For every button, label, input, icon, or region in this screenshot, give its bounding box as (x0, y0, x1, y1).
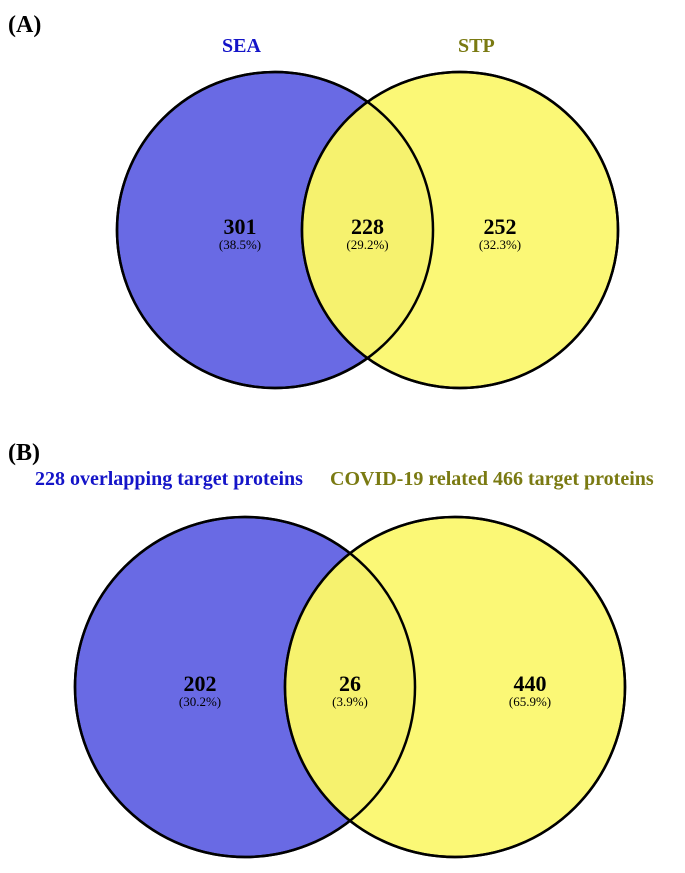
venn-a-title-right: STP (458, 35, 495, 58)
venn-b-title-right: COVID-19 related 466 target proteins (330, 468, 654, 491)
venn-b-intersection-value: 26 (3.9%) (330, 672, 370, 709)
venn-a-right-value: 252 (32.3%) (470, 215, 530, 252)
venn-b-intersection-number: 26 (339, 671, 361, 696)
venn-b-right-percent: (65.9%) (500, 695, 560, 709)
venn-a-left-percent: (38.5%) (210, 238, 270, 252)
venn-a-right-percent: (32.3%) (470, 238, 530, 252)
venn-a-left-number: 301 (224, 214, 257, 239)
venn-a-intersection-percent: (29.2%) (340, 238, 395, 252)
venn-a-left-value: 301 (38.5%) (210, 215, 270, 252)
panel-a-label: (A) (8, 12, 41, 39)
venn-b-left-number: 202 (184, 671, 217, 696)
venn-b-title-left: 228 overlapping target proteins (35, 468, 303, 491)
venn-b-container: 228 overlapping target proteins COVID-19… (20, 462, 680, 867)
venn-a-right-number: 252 (484, 214, 517, 239)
page: (A) SEA STP 301 (38.5%) 228 (29.2%) 252 … (0, 0, 685, 873)
venn-b-right-value: 440 (65.9%) (500, 672, 560, 709)
venn-b-right-number: 440 (514, 671, 547, 696)
venn-a-title-left: SEA (222, 35, 261, 58)
venn-b-svg (20, 462, 680, 867)
venn-a-container: SEA STP 301 (38.5%) 228 (29.2%) 252 (32.… (60, 35, 660, 415)
venn-a-intersection-number: 228 (351, 214, 384, 239)
venn-b-left-value: 202 (30.2%) (170, 672, 230, 709)
venn-b-intersection-percent: (3.9%) (330, 695, 370, 709)
venn-a-intersection-value: 228 (29.2%) (340, 215, 395, 252)
venn-b-left-percent: (30.2%) (170, 695, 230, 709)
